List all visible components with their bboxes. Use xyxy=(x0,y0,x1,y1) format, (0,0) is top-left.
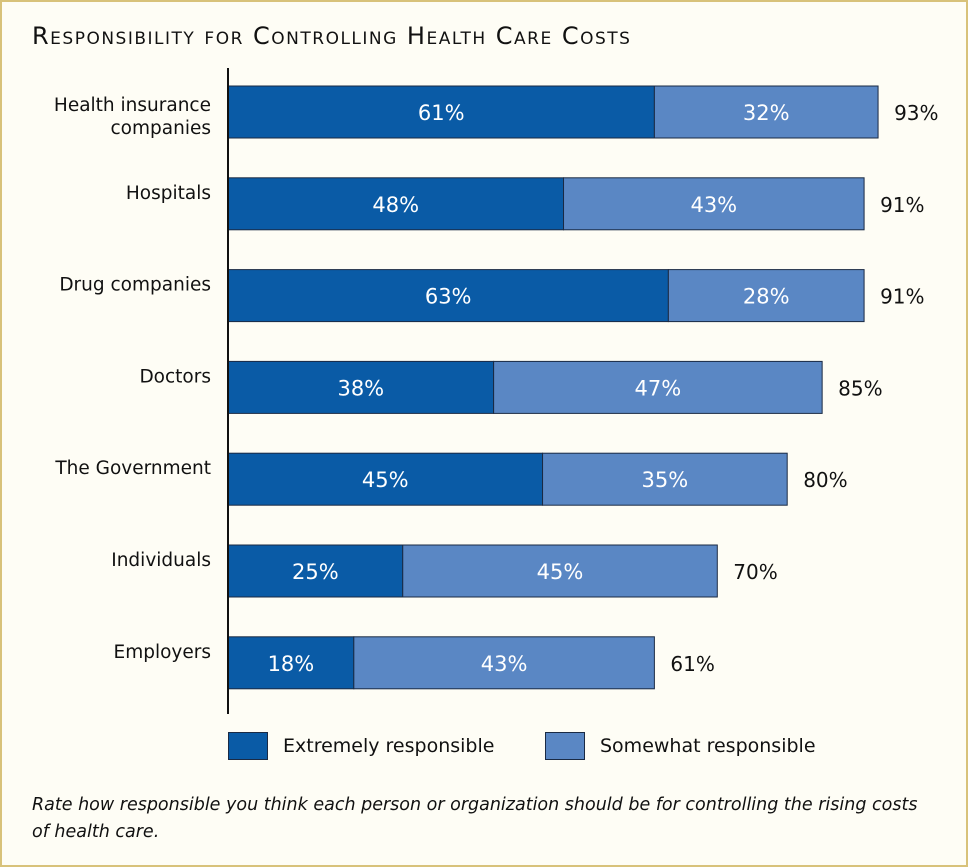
legend-label-extremely: Extremely responsible xyxy=(283,735,495,757)
legend-item-somewhat: Somewhat responsible xyxy=(545,730,816,762)
legend-swatch-extremely xyxy=(228,732,268,760)
total-label: 70% xyxy=(733,560,777,584)
bar-label-somewhat: 45% xyxy=(537,560,584,584)
bar-label-somewhat: 47% xyxy=(635,376,682,400)
category-label: companies xyxy=(111,118,211,139)
bar-somewhat xyxy=(653,85,879,139)
bar-label-somewhat: 43% xyxy=(481,652,528,676)
bar-extremely xyxy=(227,85,655,139)
bar-label-extremely: 18% xyxy=(268,652,315,676)
category-label: Individuals xyxy=(111,550,211,571)
total-label: 61% xyxy=(670,652,714,676)
bar-extremely xyxy=(227,544,404,598)
bar-label-extremely: 48% xyxy=(372,193,419,217)
legend-swatch-somewhat xyxy=(545,732,585,760)
bar-label-extremely: 63% xyxy=(425,285,472,309)
bar-extremely xyxy=(227,636,355,690)
bar-extremely xyxy=(227,177,565,231)
bar-label-somewhat: 32% xyxy=(743,101,790,125)
chart-title: Responsibility for Controlling Health Ca… xyxy=(32,22,632,50)
category-label: The Government xyxy=(54,458,211,479)
legend-label-somewhat: Somewhat responsible xyxy=(600,735,816,757)
question-caption: Rate how responsible you think each pers… xyxy=(32,795,918,842)
category-label: Drug companies xyxy=(59,275,211,296)
bar-extremely xyxy=(227,360,495,414)
bar-somewhat xyxy=(667,269,865,323)
legend-item-extremely: Extremely responsible xyxy=(228,730,494,762)
bar-somewhat xyxy=(542,452,788,506)
bar-label-somewhat: 43% xyxy=(690,193,737,217)
bar-label-somewhat: 35% xyxy=(642,468,689,492)
category-label: Doctors xyxy=(139,366,211,387)
bar-somewhat xyxy=(402,544,718,598)
bar-label-extremely: 25% xyxy=(292,560,339,584)
total-label: 91% xyxy=(880,285,924,309)
total-label: 91% xyxy=(880,193,924,217)
category-label: Hospitals xyxy=(126,183,211,204)
total-label: 85% xyxy=(838,376,882,400)
category-label: Health insurance xyxy=(54,95,211,116)
bar-extremely xyxy=(227,269,669,323)
bar-label-somewhat: 28% xyxy=(743,285,790,309)
bar-label-extremely: 38% xyxy=(337,376,384,400)
bar-somewhat xyxy=(493,360,823,414)
bar-somewhat xyxy=(353,636,655,690)
total-label: 93% xyxy=(894,101,938,125)
bar-somewhat xyxy=(563,177,865,231)
total-label: 80% xyxy=(803,468,847,492)
bar-label-extremely: 61% xyxy=(418,101,465,125)
bar-label-extremely: 45% xyxy=(362,468,409,492)
category-label: Employers xyxy=(114,642,212,663)
